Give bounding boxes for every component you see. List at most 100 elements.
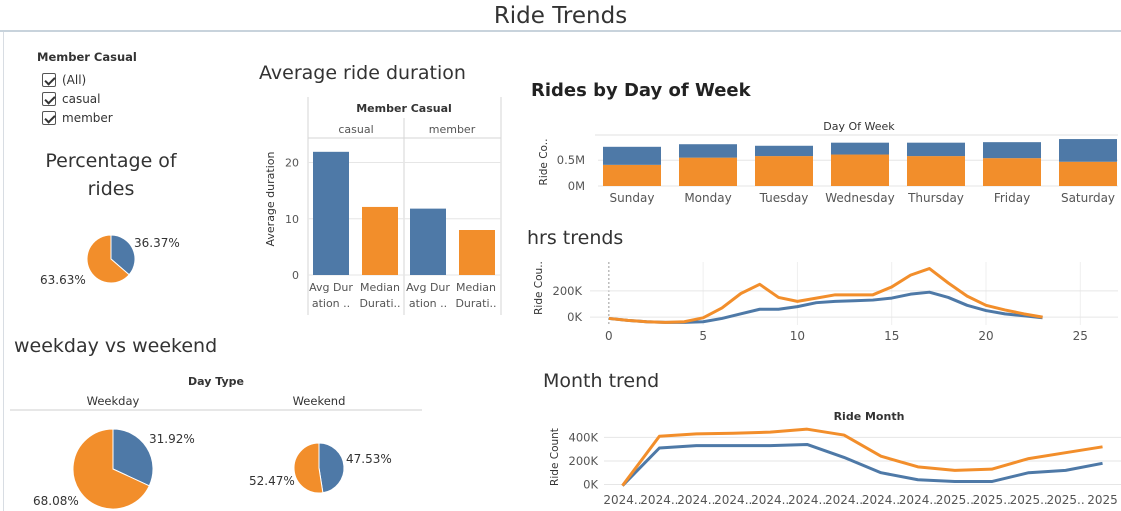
bar[interactable] [410, 208, 446, 275]
bar-label-line: ation .. [409, 297, 447, 310]
pie-label-casual: 68.08% [33, 494, 79, 508]
x-tick-label: 20 [978, 329, 993, 343]
bar-segment-casual[interactable] [755, 156, 813, 186]
y-tick-label: 200K [569, 454, 599, 468]
bar-label-line: Avg Dur [309, 281, 353, 294]
x-tick-label: 2025 [1087, 493, 1118, 507]
title-divider [0, 30, 1121, 32]
series-line-casual[interactable] [608, 267, 1043, 324]
checkbox-checked-icon[interactable] [42, 110, 56, 125]
bar[interactable] [362, 206, 398, 275]
weekend-pie[interactable] [293, 442, 345, 494]
x-tick-label: 2025.. [936, 493, 974, 507]
y-tick-label: 400K [569, 430, 599, 444]
x-tick-label: 2024.. [640, 493, 678, 507]
avg-duration-sheet-title: Average ride duration [259, 62, 466, 84]
x-tick-label: Saturday [1061, 191, 1115, 205]
percentage-sheet-title: Percentage of rides [20, 147, 202, 203]
x-tick-label: Monday [684, 191, 731, 205]
pie-label-member: 31.92% [149, 432, 195, 446]
x-tick-label: Thursday [907, 191, 964, 205]
bar-label-line: Durati.. [359, 297, 400, 310]
series-line-member[interactable] [621, 442, 1103, 487]
series-line-casual[interactable] [621, 427, 1103, 487]
bar-segment-member[interactable] [679, 144, 737, 158]
y-tick-label: 200K [553, 284, 583, 298]
bar-segment-member[interactable] [907, 142, 965, 157]
title-line: rides [87, 178, 135, 200]
bar-segment-member[interactable] [831, 142, 889, 155]
bar-label-line: Avg Dur [406, 281, 450, 294]
filter-option-casual[interactable]: casual [42, 89, 137, 108]
weekend-panel-header: Weekend [293, 394, 346, 408]
pie-slice-member[interactable] [318, 442, 345, 494]
x-tick-label: 2024.. [862, 493, 900, 507]
x-tick-label: 2024.. [603, 493, 641, 507]
bar-segment-member[interactable] [603, 146, 661, 165]
pie-slice-casual[interactable] [72, 428, 150, 510]
dashboard-frame [3, 32, 1121, 511]
filter-option-label: casual [62, 91, 101, 106]
y-tick-label: 0 [292, 269, 299, 282]
day-of-week-header: Day Of Week [823, 120, 895, 133]
pie-slice-casual[interactable] [293, 442, 324, 494]
y-tick-label: 0M [568, 179, 585, 193]
bar-segment-member[interactable] [983, 142, 1041, 159]
x-tick-label: 10 [790, 329, 805, 343]
bar-label-line: Durati.. [455, 297, 496, 310]
x-tick-label: 2025.. [1010, 493, 1048, 507]
checkbox-checked-icon[interactable] [42, 91, 56, 106]
x-tick-label: 0 [605, 329, 613, 343]
ride-month-header: Ride Month [834, 410, 905, 423]
x-tick-label: 15 [884, 329, 899, 343]
bar-segment-casual[interactable] [907, 156, 965, 186]
bar-segment-casual[interactable] [983, 158, 1041, 186]
pie-label-casual: 52.47% [249, 474, 295, 488]
y-tick-label: 0K [583, 477, 598, 491]
x-tick-label: 2024.. [899, 493, 937, 507]
day-type-header: Day Type [188, 375, 244, 388]
pct-rides-pie[interactable] [86, 234, 136, 284]
y-tick-label: 10 [285, 213, 299, 226]
filter-option-label: (All) [62, 72, 87, 87]
x-tick-label: 2024.. [751, 493, 789, 507]
filter-option-all[interactable]: (All) [42, 70, 137, 89]
x-tick-label: Sunday [610, 191, 655, 205]
pie-slice-member[interactable] [112, 428, 154, 487]
filter-option-label: member [62, 110, 113, 125]
month-trend-sheet-title: Month trend [543, 370, 660, 392]
y-axis-label: Average duration [264, 152, 277, 247]
x-tick-label: 2024.. [677, 493, 715, 507]
y-tick-label: 0.5M [557, 153, 585, 167]
pie-slice-casual[interactable] [86, 234, 130, 284]
x-tick-label: 2025.. [1047, 493, 1085, 507]
pie-slice-member[interactable] [110, 234, 136, 276]
bar-label-line: ation .. [312, 297, 350, 310]
title-line: Percentage of [45, 150, 177, 172]
x-tick-label: 5 [699, 329, 707, 343]
day-of-week-sheet-title: Rides by Day of Week [531, 80, 751, 101]
weekday-weekend-sheet-title: weekday vs weekend [14, 335, 218, 357]
x-tick-label: 2024.. [714, 493, 752, 507]
bar[interactable] [459, 230, 495, 275]
weekday-panel-header: Weekday [87, 394, 140, 408]
checkbox-checked-icon[interactable] [42, 72, 56, 87]
pie-label-member: 47.53% [346, 452, 392, 466]
pie-label-casual: 63.63% [40, 273, 86, 287]
y-axis-label: Ride Count [549, 428, 561, 486]
bar-segment-casual[interactable] [831, 154, 889, 186]
bar-segment-member[interactable] [1059, 139, 1117, 162]
bar-segment-member[interactable] [755, 145, 813, 157]
bar[interactable] [313, 151, 349, 275]
y-tick-label: 0K [567, 310, 582, 324]
bar-segment-casual[interactable] [603, 164, 661, 186]
filter-option-member[interactable]: member [42, 108, 137, 127]
group-header-member: member [429, 123, 476, 136]
y-axis-label: Ride Cou.. [533, 261, 545, 315]
member-casual-header: Member Casual [356, 102, 452, 115]
bar-segment-casual[interactable] [1059, 161, 1117, 186]
bar-segment-casual[interactable] [679, 157, 737, 186]
member-casual-filter: Member Casual (All) casual member [37, 50, 137, 127]
weekday-pie[interactable] [72, 428, 154, 510]
